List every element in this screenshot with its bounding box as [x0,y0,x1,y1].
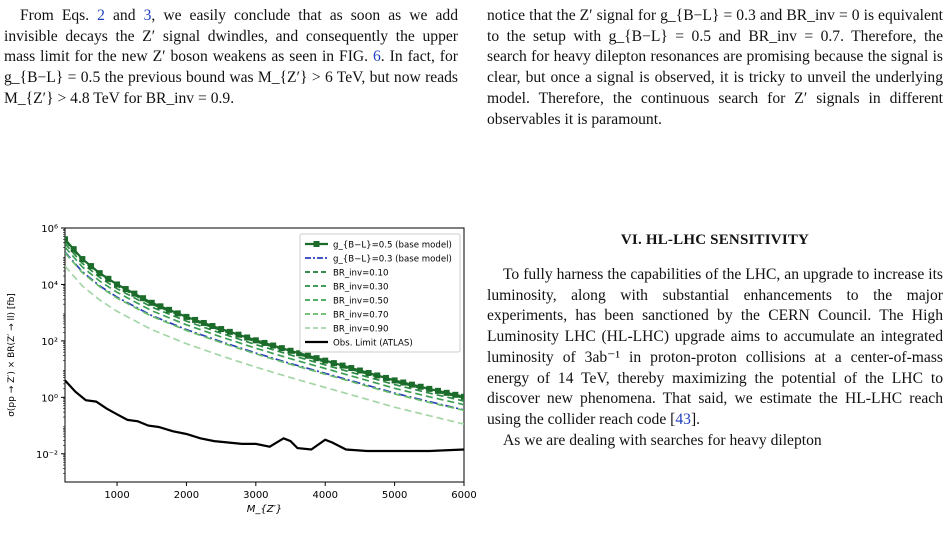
series-marker [461,393,464,400]
series-marker [408,381,415,388]
y-tick-label: 10² [41,337,58,348]
legend-label: g_{B−L}=0.3 (base model) [333,255,452,265]
y-tick-label: 10⁴ [41,280,58,291]
series-marker [218,326,225,333]
series-marker [79,256,86,263]
series-line [65,252,464,412]
series-line [65,246,464,406]
y-axis-label: σ(pp → Z′) × BR(Z′ → ll) [fb] [7,293,17,417]
series-marker [348,365,355,372]
series-marker [270,342,277,349]
right-paragraph-1: notice that the Z′ signal for g_{B−L} = … [487,7,943,128]
figure-ref-link[interactable]: 6 [373,48,381,66]
x-tick-label: 4000 [312,490,337,501]
series-marker [235,331,242,338]
series-group [65,236,464,453]
series-marker [131,290,138,297]
series-marker [148,299,155,306]
series-marker [400,379,407,386]
x-tick-label: 3000 [243,490,268,501]
legend-marker [313,241,320,247]
series-marker [313,355,320,362]
right-paragraph-3: As we are dealing with searches for heav… [503,431,822,449]
series-marker [304,352,311,359]
series-marker [365,369,372,376]
series-marker [296,350,303,357]
series-marker [252,337,259,344]
equation-ref-link[interactable]: 2 [97,7,105,24]
series-marker [426,385,433,392]
observed-limit-line [65,379,464,453]
series-marker [174,310,181,317]
series-marker [140,295,147,302]
series-marker [382,374,389,381]
series-marker [339,362,346,369]
series-marker [200,319,207,326]
series-marker [278,345,285,352]
series-marker [391,377,398,384]
equation-ref-link[interactable]: 3 [143,7,152,24]
series-marker [70,246,77,253]
series-marker [244,334,251,341]
series-marker [114,281,121,288]
series-line [65,265,464,425]
legend-label: Obs. Limit (ATLAS) [333,339,413,349]
right-column-lower: To fully harness the capabilities of the… [487,265,943,451]
series-marker [105,275,112,282]
series-marker [452,391,459,398]
legend-label: BR_inv=0.90 [333,325,388,335]
series-marker [122,286,129,293]
right-paragraph-2: To fully harness the capabilities of the… [487,266,943,428]
series-marker [322,357,329,364]
x-tick-label: 1000 [104,490,129,501]
legend-label: BR_inv=0.10 [333,269,388,279]
y-tick-label: 10⁻² [36,450,58,461]
x-tick-label: 6000 [451,490,476,501]
series-marker [226,328,233,335]
series-marker [417,383,424,390]
series-marker [356,367,363,374]
cross-section-chart: 1000 2000 3000 4000 5000 6000 10⁻² 10⁰ 10² 10⁴ 10⁶… [7,224,477,515]
series-marker [183,313,190,320]
series-marker [374,372,381,379]
series-marker [287,347,294,354]
series-marker [434,387,441,394]
series-marker [65,236,68,243]
legend-label: BR_inv=0.30 [333,283,388,293]
series-marker [443,389,450,396]
plot-frame [64,227,465,483]
series-marker [209,323,216,330]
right-column: notice that the Z′ signal for g_{B−L} = … [487,6,943,130]
x-tick-label: 5000 [382,490,407,501]
series-marker [96,270,103,277]
legend-label: BR_inv=0.70 [333,311,388,321]
series-marker [88,263,95,270]
legend-box [299,233,461,353]
left-paragraph: From Eqs. 2 and 3, we easily conclude th… [4,7,459,107]
series-line [65,242,464,402]
series-marker [192,316,199,323]
series-marker [330,360,337,367]
left-column: From Eqs. 2 and 3, we easily conclude th… [4,6,458,110]
series-marker [157,303,164,310]
y-tick-label: 10⁶ [41,224,58,235]
x-tick-label: 2000 [174,490,199,501]
legend-label: g_{B−L}=0.5 (base model) [333,241,452,251]
series-marker [166,306,173,313]
section-heading: VI. HL-LHC SENSITIVITY [620,232,810,248]
series-marker [261,339,268,346]
citation-ref-link[interactable]: 43 [675,410,691,428]
legend-label: BR_inv=0.50 [333,297,388,307]
x-axis-label: M_{Z′} [247,504,282,515]
y-tick-label: 10⁰ [41,393,58,404]
